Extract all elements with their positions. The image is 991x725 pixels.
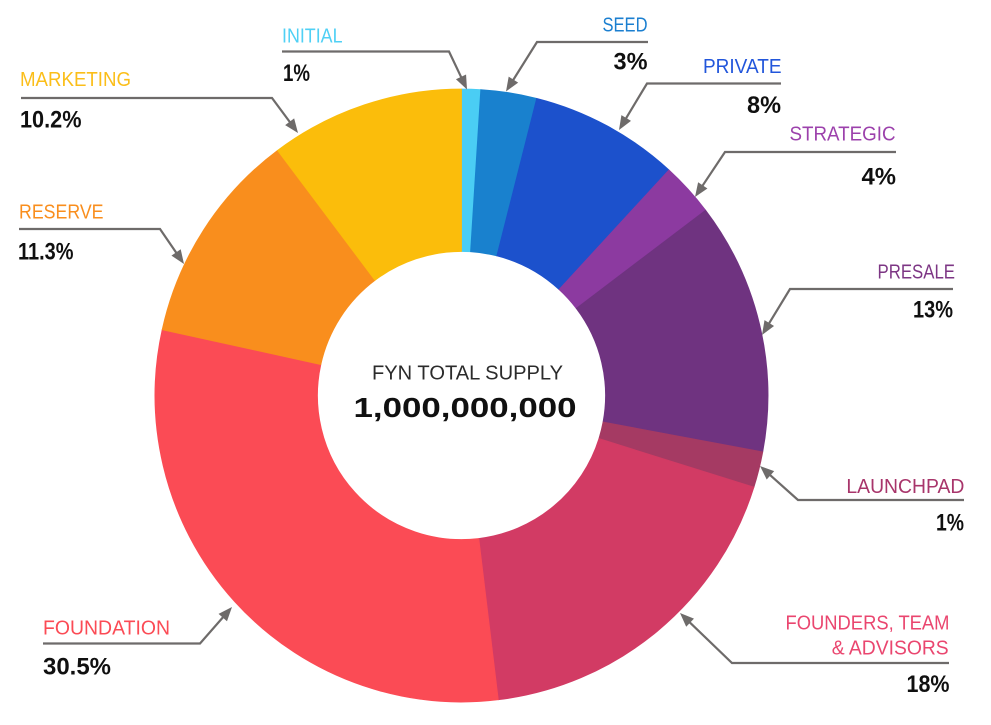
svg-text:MARKETING: MARKETING (20, 69, 131, 91)
svg-text:1,000,000,000: 1,000,000,000 (354, 392, 577, 423)
svg-text:LAUNCHPAD: LAUNCHPAD (846, 476, 964, 498)
svg-text:PRIVATE: PRIVATE (703, 56, 782, 78)
svg-text:1%: 1% (283, 60, 310, 87)
svg-text:FYN TOTAL SUPPLY: FYN TOTAL SUPPLY (372, 363, 563, 385)
svg-text:& ADVISORS: & ADVISORS (832, 638, 949, 660)
svg-text:30.5%: 30.5% (43, 654, 111, 681)
svg-text:3%: 3% (614, 49, 648, 76)
svg-text:PRESALE: PRESALE (878, 261, 956, 283)
svg-text:18%: 18% (907, 671, 950, 698)
svg-text:1%: 1% (936, 510, 964, 537)
svg-text:11.3%: 11.3% (18, 239, 74, 266)
svg-text:FOUNDERS, TEAM: FOUNDERS, TEAM (786, 613, 950, 635)
svg-text:4%: 4% (862, 164, 897, 191)
svg-text:STRATEGIC: STRATEGIC (790, 124, 896, 146)
svg-text:RESERVE: RESERVE (19, 202, 104, 224)
svg-text:13%: 13% (913, 297, 953, 324)
svg-text:10.2%: 10.2% (20, 107, 82, 134)
svg-text:8%: 8% (747, 92, 781, 119)
svg-text:INITIAL: INITIAL (282, 26, 343, 48)
svg-text:SEED: SEED (603, 15, 648, 37)
svg-text:FOUNDATION: FOUNDATION (43, 618, 170, 640)
